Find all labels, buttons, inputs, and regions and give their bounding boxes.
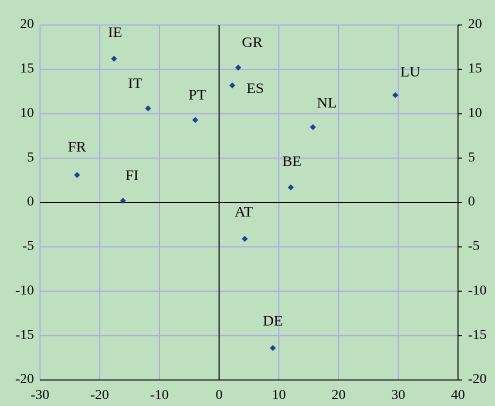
y-tick-label: 15: [20, 62, 34, 77]
x-tick-label: 0: [216, 388, 223, 403]
point: [235, 64, 242, 71]
point: [241, 235, 248, 242]
x-tick-label: 10: [272, 388, 286, 403]
point: [287, 184, 294, 191]
point-label: PT: [188, 87, 206, 103]
y-tick-label: 5: [27, 150, 34, 165]
y2-tick-label: -10: [468, 283, 487, 298]
point-label: BE: [282, 154, 301, 170]
y-tick-label: 0: [27, 195, 34, 210]
point: [120, 197, 127, 204]
point-label: AT: [235, 204, 253, 220]
x-tick-label: 30: [391, 388, 405, 403]
point-label: IE: [108, 25, 122, 41]
x-tick-label: -20: [90, 388, 109, 403]
point: [111, 55, 118, 62]
point-label: FR: [68, 139, 86, 155]
y2-tick-label: -20: [468, 372, 487, 387]
point: [309, 124, 316, 131]
point: [74, 171, 81, 178]
y2-tick-label: 15: [468, 62, 482, 77]
y-tick-label: 10: [20, 106, 34, 121]
point: [269, 345, 276, 352]
x-tick-label: 20: [332, 388, 346, 403]
y-tick-label: -5: [22, 239, 34, 254]
y2-tick-label: 10: [468, 106, 482, 121]
x-tick-label: -10: [150, 388, 169, 403]
y-tick-label: -20: [15, 372, 34, 387]
point-label: LU: [400, 65, 420, 81]
point: [192, 116, 199, 123]
point-label: GR: [242, 35, 263, 51]
point-label: IT: [128, 76, 142, 92]
y-tick-label: -10: [15, 283, 34, 298]
y2-tick-label: 0: [468, 195, 475, 210]
point-label: ES: [247, 81, 265, 97]
point: [392, 92, 399, 99]
y2-tick-label: -5: [468, 239, 480, 254]
y-tick-label: -15: [15, 328, 34, 343]
point-label: NL: [317, 96, 337, 112]
y2-tick-label: -15: [468, 328, 487, 343]
x-tick-label: -30: [31, 388, 50, 403]
point-label: DE: [263, 313, 283, 329]
y2-tick-label: 5: [468, 150, 475, 165]
y-tick-label: 20: [20, 17, 34, 32]
point: [229, 82, 236, 89]
x-tick-label: 40: [451, 388, 465, 403]
point: [145, 105, 152, 112]
point-label: FI: [125, 168, 138, 184]
y2-tick-label: 20: [468, 17, 482, 32]
